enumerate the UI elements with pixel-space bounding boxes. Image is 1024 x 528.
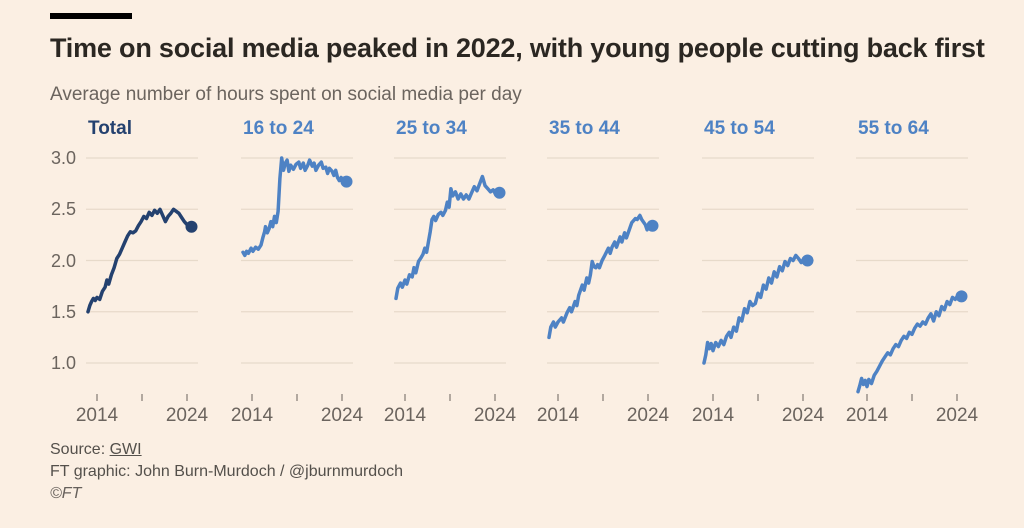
source-prefix: Source: xyxy=(50,441,110,458)
x-axis-label-2014: 2014 xyxy=(692,405,735,426)
x-axis-label-2014: 2014 xyxy=(846,405,889,426)
panel-55-to-64: 55 to 64 2014 2024 xyxy=(846,118,979,428)
plot-area: 3.0 2.5 2.0 1.5 1.0 Total 2014 2024 16 to 24 201… xyxy=(50,118,979,428)
panel-chart-55-to-64: 2014 2024 xyxy=(846,157,979,426)
panel-title-35-to-44: 35 to 44 xyxy=(549,118,620,139)
chart-title: Time on social media peaked in 2022, wit… xyxy=(50,33,985,63)
panel-title-55-to-64: 55 to 64 xyxy=(858,118,929,139)
x-axis-label-2024: 2024 xyxy=(627,405,670,426)
panel-title-16-to-24: 16 to 24 xyxy=(243,118,314,139)
x-axis-label-2024: 2024 xyxy=(782,405,825,426)
end-dot-55-to-64 xyxy=(955,290,968,303)
end-dot-total xyxy=(185,220,198,233)
panel-chart-25-to-34: 2014 2024 xyxy=(384,157,517,426)
panel-chart-35-to-44: 2014 2024 xyxy=(537,157,670,426)
end-dot-35-to-44 xyxy=(646,219,659,232)
data-line-25-to-34 xyxy=(394,174,502,301)
panel-chart-total: 2014 2024 xyxy=(76,157,209,426)
data-line-total xyxy=(86,207,194,314)
panel-title-25-to-34: 25 to 34 xyxy=(396,118,467,139)
chart-footer: Source: GWI FT graphic: John Burn-Murdoc… xyxy=(50,439,403,505)
credit-line: FT graphic: John Burn-Murdoch / @jburnmu… xyxy=(50,463,403,480)
end-dot-16-to-24 xyxy=(340,175,353,188)
x-axis-label-2024: 2024 xyxy=(321,405,364,426)
x-axis-label-2014: 2014 xyxy=(76,405,119,426)
x-axis-label-2024: 2024 xyxy=(936,405,979,426)
x-axis-label-2024: 2024 xyxy=(474,405,517,426)
y-axis-label-2.0: 2.0 xyxy=(50,250,76,271)
data-line-16-to-24 xyxy=(241,156,349,258)
chart-subtitle: Average number of hours spent on social … xyxy=(50,84,522,105)
panel-35-to-44: 35 to 44 2014 2024 xyxy=(537,118,670,428)
data-line-55-to-64 xyxy=(856,293,964,394)
panel-25-to-34: 25 to 34 2014 2024 xyxy=(384,118,517,428)
panel-title-total: Total xyxy=(88,118,132,139)
panel-45-to-54: 45 to 54 2014 2024 xyxy=(692,118,825,428)
end-dot-25-to-34 xyxy=(493,186,506,199)
end-dot-45-to-54 xyxy=(801,254,814,267)
panel-title-45-to-54: 45 to 54 xyxy=(704,118,775,139)
panel-chart-16-to-24: 2014 2024 xyxy=(231,156,364,426)
source-link[interactable]: GWI xyxy=(109,441,142,458)
y-axis-label-1.5: 1.5 xyxy=(50,301,76,322)
copyright-line: ©FT xyxy=(50,485,82,502)
source-line: Source: GWI xyxy=(50,439,403,461)
panel-chart-45-to-54: 2014 2024 xyxy=(692,157,825,426)
y-axis-label-3.0: 3.0 xyxy=(50,148,76,168)
x-axis-label-2014: 2014 xyxy=(537,405,580,426)
data-line-45-to-54 xyxy=(702,253,810,365)
panel-total: Total 2014 2024 xyxy=(76,118,209,428)
y-axis-label-1.0: 1.0 xyxy=(50,353,76,373)
x-axis-label-2014: 2014 xyxy=(384,405,427,426)
ft-top-bar xyxy=(50,13,132,19)
x-axis-label-2024: 2024 xyxy=(166,405,209,426)
x-axis-label-2014: 2014 xyxy=(231,405,274,426)
panel-16-to-24: 16 to 24 2014 2024 xyxy=(231,118,364,428)
data-line-35-to-44 xyxy=(547,213,655,340)
y-axis-label-2.5: 2.5 xyxy=(50,199,76,220)
